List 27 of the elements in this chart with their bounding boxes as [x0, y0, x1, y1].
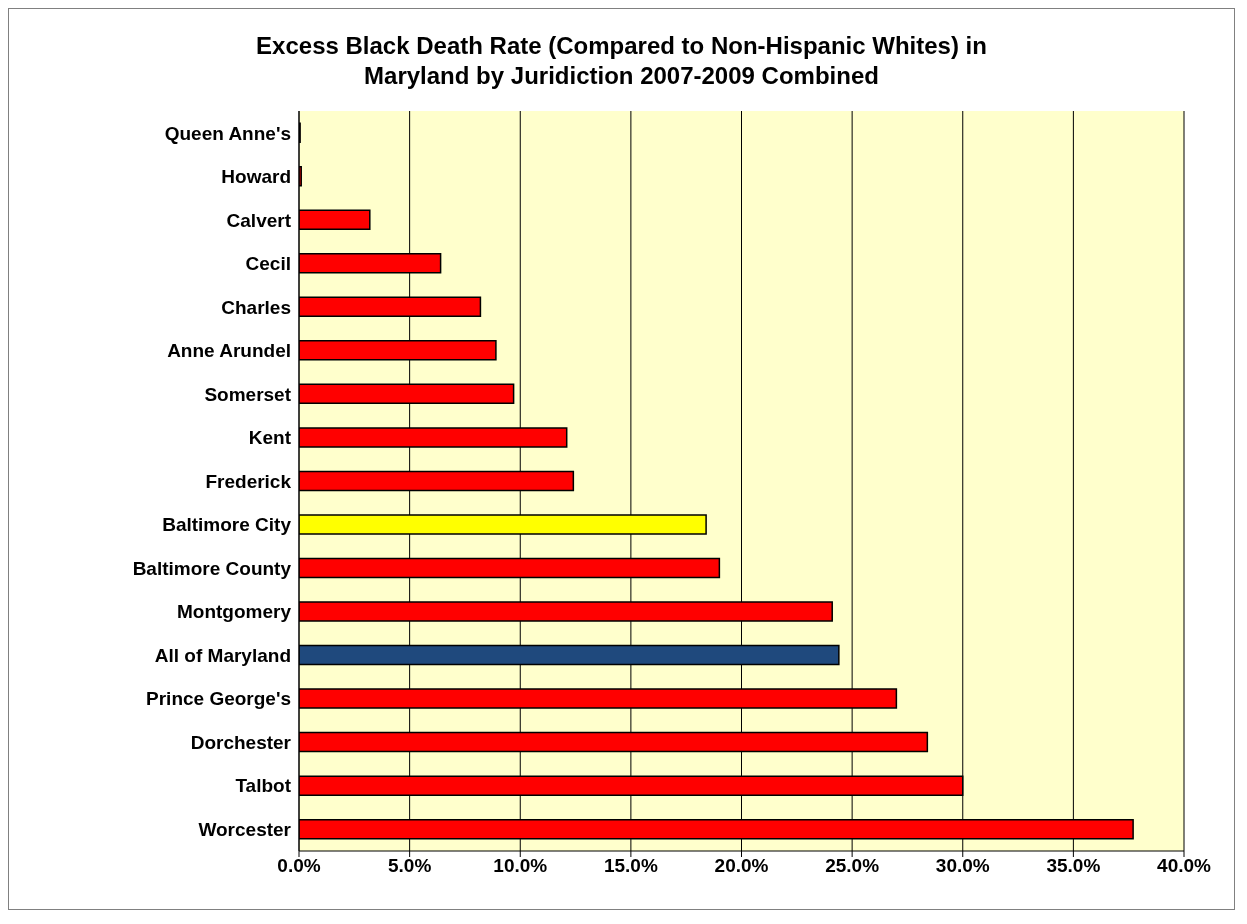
- y-tick-label: Talbot: [235, 775, 292, 797]
- y-tick-label: Queen Anne's: [164, 122, 291, 144]
- y-tick-label: Howard: [221, 166, 291, 188]
- y-tick-label: Charles: [221, 296, 291, 318]
- x-tick-label: 30.0%: [935, 855, 990, 877]
- x-tick-label: 35.0%: [1046, 855, 1101, 877]
- x-tick-label: 20.0%: [714, 855, 769, 877]
- y-tick-label: Baltimore County: [132, 557, 292, 579]
- y-tick-label: Baltimore City: [162, 514, 292, 536]
- x-tick-label: 40.0%: [1157, 855, 1212, 877]
- y-tick-label: Montgomery: [177, 601, 292, 623]
- y-tick-label: Worcester: [198, 818, 292, 840]
- y-tick-label: Somerset: [204, 383, 292, 405]
- y-tick-label: Kent: [248, 427, 292, 449]
- x-tick-label: 0.0%: [277, 855, 321, 877]
- y-tick-label: Frederick: [205, 470, 292, 492]
- x-tick-label: 25.0%: [825, 855, 880, 877]
- y-tick-label: Dorchester: [190, 731, 292, 753]
- y-tick-label: Cecil: [245, 253, 291, 275]
- x-tick-label: 15.0%: [603, 855, 658, 877]
- y-tick-label: Anne Arundel: [167, 340, 291, 362]
- chart-title: Excess Black Death Rate (Compared to Non-Hispanic Whites) in Maryland by Juridiction 2007-2009 Combined: [255, 31, 988, 91]
- x-tick-label: 5.0%: [387, 855, 432, 877]
- y-tick-label: Prince George's: [146, 688, 291, 710]
- y-tick-label: Calvert: [226, 209, 292, 231]
- y-tick-label: All of Maryland: [154, 644, 291, 666]
- x-tick-label: 10.0%: [493, 855, 548, 877]
